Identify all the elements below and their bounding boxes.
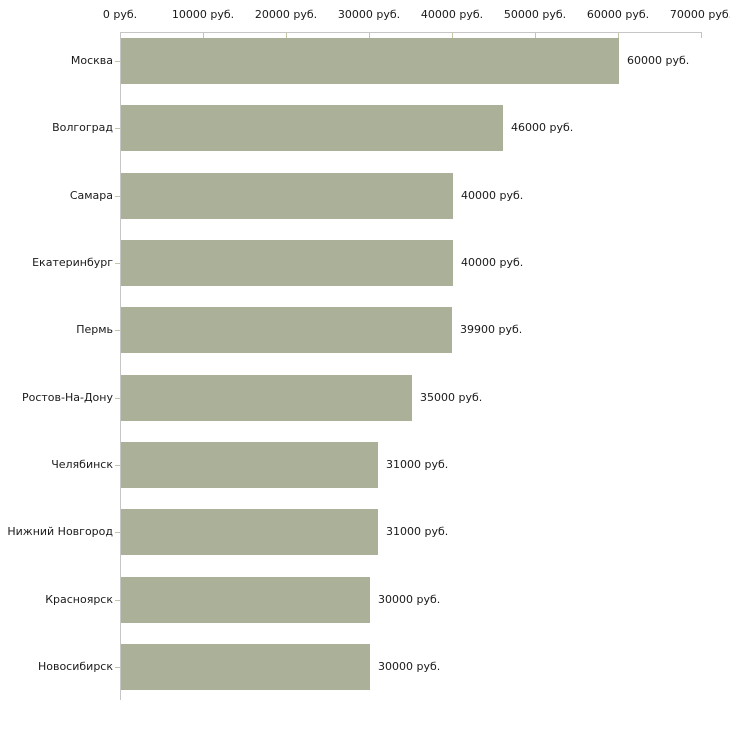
y-axis-tick-mark [115, 330, 120, 331]
bar-4 [121, 240, 453, 286]
x-axis-tick-label: 50000 руб. [503, 8, 567, 21]
y-axis-tick-mark [115, 398, 120, 399]
x-axis-tick-label: 60000 руб. [586, 8, 650, 21]
x-axis-tick-label: 20000 руб. [254, 8, 318, 21]
bar-8 [121, 509, 378, 555]
category-label: Екатеринбург [32, 256, 113, 269]
value-label: 30000 руб. [378, 660, 441, 673]
category-label: Ростов-На-Дону [21, 391, 113, 404]
x-axis-tick-mark [701, 33, 702, 38]
x-axis-tick-label: 10000 руб. [171, 8, 235, 21]
value-label: 46000 руб. [511, 121, 574, 134]
value-label: 31000 руб. [386, 458, 449, 471]
y-axis-tick-mark [115, 532, 120, 533]
category-label: Нижний Новгород [7, 525, 113, 538]
category-label: Волгоград [52, 121, 113, 134]
y-axis-tick-mark [115, 667, 120, 668]
x-axis-tick-mark [535, 33, 536, 38]
category-label: Красноярск [45, 593, 113, 606]
bar-5 [121, 307, 452, 353]
bar-6 [121, 375, 412, 421]
value-label: 40000 руб. [461, 189, 524, 202]
value-label: 60000 руб. [627, 54, 690, 67]
x-axis-tick-mark [203, 33, 204, 38]
bar-3 [121, 173, 453, 219]
x-axis-tick-mark [618, 33, 619, 38]
x-axis-tick-label: 40000 руб. [420, 8, 484, 21]
y-axis-tick-mark [115, 600, 120, 601]
y-axis-line [120, 32, 121, 700]
value-label: 35000 руб. [420, 391, 483, 404]
category-label: Челябинск [51, 458, 113, 471]
x-axis-tick-mark [369, 33, 370, 38]
category-label: Новосибирск [37, 660, 113, 673]
category-label: Самара [69, 189, 113, 202]
x-axis-line [120, 32, 702, 33]
value-label: 40000 руб. [461, 256, 524, 269]
x-axis-tick-label: 0 руб. [102, 8, 138, 21]
y-axis-tick-mark [115, 61, 120, 62]
y-axis-tick-mark [115, 263, 120, 264]
y-axis-tick-mark [115, 128, 120, 129]
value-label: 31000 руб. [386, 525, 449, 538]
category-label: Пермь [76, 323, 113, 336]
y-axis-tick-mark [115, 465, 120, 466]
x-axis-tick-mark [452, 33, 453, 38]
y-axis-tick-mark [115, 196, 120, 197]
bar-10 [121, 644, 370, 690]
value-label: 39900 руб. [460, 323, 523, 336]
category-label: Москва [70, 54, 113, 67]
x-axis-tick-label: 30000 руб. [337, 8, 401, 21]
bar-9 [121, 577, 370, 623]
value-label: 30000 руб. [378, 593, 441, 606]
x-axis-tick-label: 70000 руб. [669, 8, 730, 21]
x-axis-tick-mark [286, 33, 287, 38]
bar-7 [121, 442, 378, 488]
bar-2 [121, 105, 503, 151]
bar-1 [121, 38, 619, 84]
